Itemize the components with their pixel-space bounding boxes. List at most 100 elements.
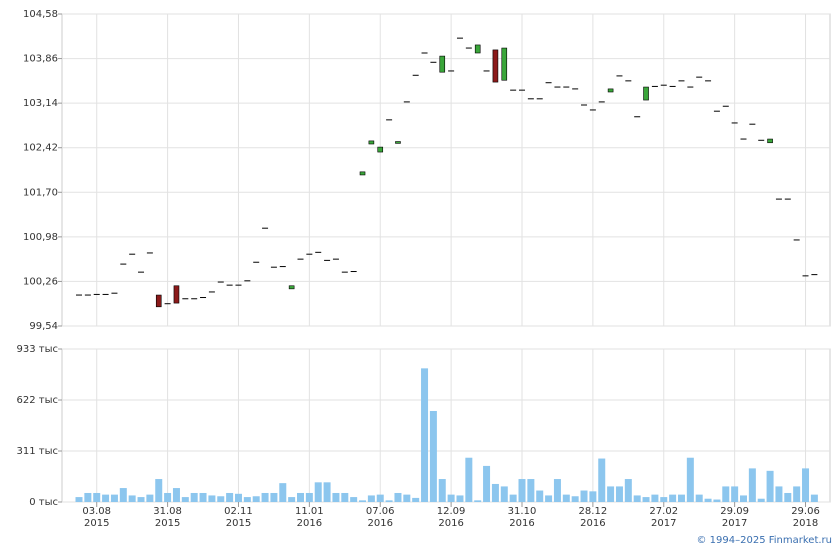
y-tick-label: 311 тыс [17, 446, 58, 457]
x-tick-label: 11.01 2016 [295, 506, 324, 529]
candle [439, 55, 446, 73]
candle [368, 140, 375, 145]
volume-bar [660, 497, 668, 502]
candle [377, 146, 384, 153]
volume-bar [580, 490, 588, 502]
volume-bar [270, 492, 278, 502]
volume-bar [740, 495, 747, 502]
x-tick-label: 02.11 2015 [224, 506, 253, 529]
volume-bar [181, 497, 189, 502]
footer: © 1994–2025 Finmarket.ru [696, 535, 832, 546]
candle [607, 88, 614, 93]
y-tick-label: 622 тыс [17, 395, 58, 406]
volume-bar [84, 492, 92, 502]
volume-bar [341, 492, 349, 502]
volume-bar [491, 483, 499, 502]
volume-bar [483, 465, 491, 502]
plot-frame [61, 348, 831, 503]
volume-bar [624, 479, 632, 502]
y-tick-label: 99,54 [29, 321, 58, 332]
x-tick-label: 31.08 2015 [153, 506, 182, 529]
volume-bar [589, 491, 597, 502]
volume-bar [536, 490, 544, 502]
volume-bar [784, 492, 792, 502]
volume-bar [421, 368, 429, 502]
x-tick-label: 31.10 2016 [507, 506, 537, 529]
volume-bar [119, 488, 127, 502]
volume-bar [279, 483, 287, 502]
candle [395, 141, 401, 144]
volume-bar [775, 486, 783, 502]
volume-bar [713, 499, 721, 502]
volume-bar [748, 468, 756, 502]
volume-bar [553, 479, 561, 502]
volume-bar [128, 495, 136, 502]
volume-bar [385, 500, 393, 502]
volume-bar [500, 486, 508, 502]
plot-frame [61, 13, 831, 327]
volume-bar [323, 482, 331, 502]
volume-bar [518, 479, 526, 502]
volume-bar [110, 494, 118, 502]
volume-bar [93, 492, 101, 502]
y-tick-label: 0 тыс [29, 497, 58, 508]
volume-bar [412, 497, 420, 502]
volume-bar [509, 494, 517, 502]
volume-bar [722, 486, 730, 502]
x-tick-label: 27.02 2017 [649, 506, 679, 529]
volume-bar [731, 486, 739, 502]
candle [474, 44, 481, 54]
candle [767, 138, 773, 144]
volume-bar [438, 479, 446, 502]
volume-bar [252, 496, 260, 502]
candle [643, 86, 649, 101]
volume-bar [793, 486, 801, 502]
volume-bar [314, 482, 322, 502]
volume-bar [545, 495, 553, 502]
volume-bar [367, 495, 375, 502]
volume-bar [527, 479, 535, 502]
volume-bar [651, 494, 659, 502]
volume-bar [332, 492, 340, 502]
volume-bar [226, 492, 234, 502]
volume-bar [403, 494, 411, 502]
volume-bar [615, 486, 623, 502]
x-tick-label: 03.08 2015 [82, 506, 112, 529]
volume-bar [633, 495, 641, 502]
volume-bar [802, 468, 810, 502]
volume-bar [243, 497, 251, 502]
volume-bar [669, 494, 677, 502]
volume-bar [757, 498, 765, 502]
y-tick-label: 103,14 [23, 98, 58, 109]
volume-bar [695, 494, 703, 502]
candle [501, 47, 508, 81]
x-tick-label: 29.06 2018 [791, 506, 820, 529]
candle [359, 171, 366, 176]
volume-bar [598, 458, 606, 502]
candle [288, 285, 295, 290]
x-tick-label: 28.12 2016 [578, 506, 608, 529]
candle [492, 49, 499, 83]
volume-bar [75, 497, 83, 502]
y-tick-label: 933 тыс [17, 344, 58, 355]
y-tick-label: 103,86 [23, 54, 58, 65]
volume-bar [394, 492, 402, 502]
volume-bar [571, 496, 579, 502]
volume-bar [447, 494, 455, 502]
volume-bar [456, 495, 464, 502]
volume-bar [429, 410, 437, 502]
y-tick-label: 102,42 [23, 143, 58, 154]
volume-bar [297, 492, 304, 502]
volume-bar [562, 494, 570, 502]
volume-bar [465, 457, 473, 502]
y-tick-label: 100,26 [23, 276, 58, 287]
volume-bar [208, 495, 216, 502]
volume-bar [766, 470, 774, 502]
volume-bar [704, 498, 712, 502]
volume-bar [350, 497, 358, 502]
candle [155, 294, 162, 308]
volume-bar [234, 493, 242, 502]
candle [173, 285, 180, 304]
volume-bar [164, 492, 172, 502]
